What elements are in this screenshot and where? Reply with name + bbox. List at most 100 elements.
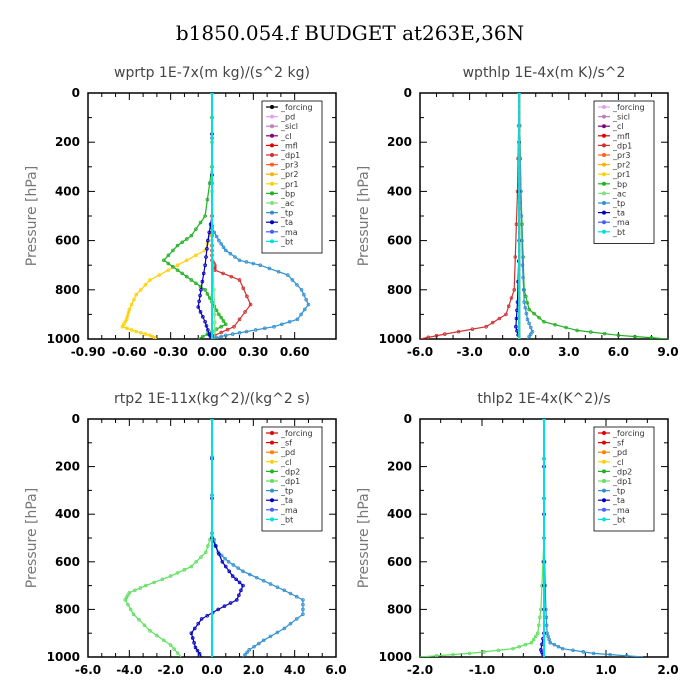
series-point [258,263,263,268]
series-point [288,621,293,626]
legend-label: _ta [280,496,293,505]
series-point [227,569,232,574]
series-point [237,317,242,322]
series-line-dp1 [211,93,252,339]
legend-marker [602,229,606,234]
series-point [175,263,180,268]
series-point [538,615,542,620]
series-line-tp [211,93,310,339]
series-point [125,326,129,331]
series-point [299,287,304,292]
series-point [194,253,198,258]
series-point [175,651,180,655]
legend-label: _cl [280,132,292,141]
series-point [189,233,194,238]
series-point [514,222,519,227]
series-point [484,324,488,329]
legend-label: _ac [612,189,626,198]
legend-marker [270,210,274,215]
y-tick-label: 200 [387,135,412,149]
legend-marker [602,469,606,474]
y-tick-label: 0 [72,86,80,100]
series-point [235,598,239,602]
x-tick-label: 0.00 [197,345,227,359]
x-tick-label: -6.0 [407,345,433,359]
series-point [203,214,207,218]
y-tick-label: 400 [387,184,412,198]
series-point [237,278,242,282]
legend-marker [602,105,606,109]
series-point [230,574,235,578]
series-point [125,314,130,318]
series-point [514,316,519,321]
series-point [247,648,252,652]
legend-marker [270,479,274,483]
legend-marker [270,450,274,455]
y-tick-label: 800 [55,283,80,297]
series-point [197,652,202,656]
legend-label: _mfl [612,132,630,141]
series-point [241,286,246,290]
legend-marker [602,488,606,493]
series-point [434,654,439,657]
x-tick-label: 9.0 [657,345,678,359]
series-point [166,261,171,266]
series-point [193,645,198,650]
series-point [245,294,249,299]
series-point [221,271,225,276]
series-point [602,331,607,336]
series-point [120,324,125,329]
y-tick-label: 0 [72,412,80,426]
legend-label: _ta [612,496,625,505]
series-point [275,585,280,589]
series-point [230,332,235,336]
y-axis-label: Pressure [hPa] [356,488,372,588]
series-point [180,271,184,276]
legend-marker [270,517,274,522]
y-tick-label: 200 [387,460,412,474]
series-point [294,594,299,599]
legend-label: _cl [612,122,624,131]
legend-marker [270,488,274,493]
legend-label: _ma [280,228,298,237]
series-point [243,310,247,314]
series-point [203,319,207,324]
series-point [263,326,267,331]
y-tick-label: 1000 [379,650,412,664]
legend-marker [270,229,274,234]
series-point [248,302,253,307]
series-point [192,626,197,631]
series-point [302,292,306,297]
x-tick-label: -6.0 [75,663,101,677]
series-point [231,563,236,567]
series-point [180,240,184,245]
y-tick-label: 200 [55,460,80,474]
series-point [581,650,586,654]
series-point [182,567,187,572]
series-point [137,617,141,622]
series-point [217,552,221,556]
chart-panel-2: wpthlp 1E-4x(m K)/s^2 Pressure [hPa] -6.0 -… [356,65,679,359]
series-point [220,559,225,564]
legend-label: _tp [280,487,293,496]
series-point [228,601,233,605]
series-point [268,634,273,639]
series-point [252,644,256,649]
series-point [535,631,540,635]
legend-marker [602,498,606,503]
series-point [248,572,252,577]
series-point [148,278,152,282]
series-point [509,296,514,300]
legend-marker [602,220,606,225]
series-point [624,654,629,657]
series-point [237,593,241,597]
legend-marker [270,162,274,167]
legend-label: _bp [280,189,295,198]
legend-label: _ta [612,209,625,218]
legend-marker [270,469,274,474]
series-point [205,292,210,296]
series-line-pr1 [121,93,213,339]
series-point [204,324,209,328]
series-point [223,322,228,327]
